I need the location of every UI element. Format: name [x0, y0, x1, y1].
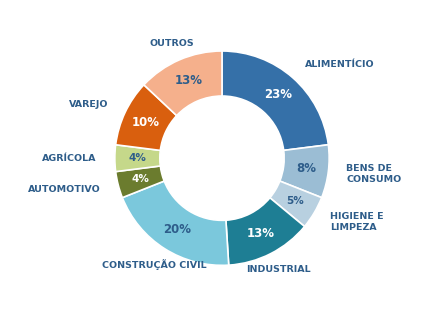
Wedge shape [270, 181, 321, 226]
Wedge shape [116, 166, 164, 197]
Wedge shape [222, 51, 328, 151]
Text: 10%: 10% [131, 116, 159, 129]
Text: 8%: 8% [296, 162, 316, 175]
Text: BENS DE
CONSUMO: BENS DE CONSUMO [346, 164, 402, 183]
Text: 4%: 4% [131, 174, 149, 184]
Text: 13%: 13% [174, 74, 202, 87]
Text: VAREJO: VAREJO [69, 100, 108, 109]
Text: AUTOMOTIVO: AUTOMOTIVO [28, 185, 100, 194]
Text: 5%: 5% [286, 196, 304, 206]
Wedge shape [226, 198, 305, 265]
Wedge shape [280, 145, 329, 197]
Text: ALIMENTÍCIO: ALIMENTÍCIO [305, 60, 375, 69]
Text: OUTROS: OUTROS [150, 39, 194, 48]
Text: HIGIENE E
LIMPEZA: HIGIENE E LIMPEZA [330, 212, 384, 232]
Wedge shape [123, 181, 229, 265]
Wedge shape [116, 85, 177, 151]
Text: CONSTRUÇÃO CIVIL: CONSTRUÇÃO CIVIL [103, 258, 207, 270]
Text: 20%: 20% [163, 223, 190, 236]
Text: INDUSTRIAL: INDUSTRIAL [246, 265, 311, 274]
Wedge shape [115, 145, 160, 172]
Wedge shape [144, 51, 222, 116]
Text: 23%: 23% [264, 88, 292, 101]
Text: AGRÍCOLA: AGRÍCOLA [42, 154, 97, 163]
Text: 4%: 4% [128, 153, 146, 163]
Text: 13%: 13% [246, 227, 274, 240]
